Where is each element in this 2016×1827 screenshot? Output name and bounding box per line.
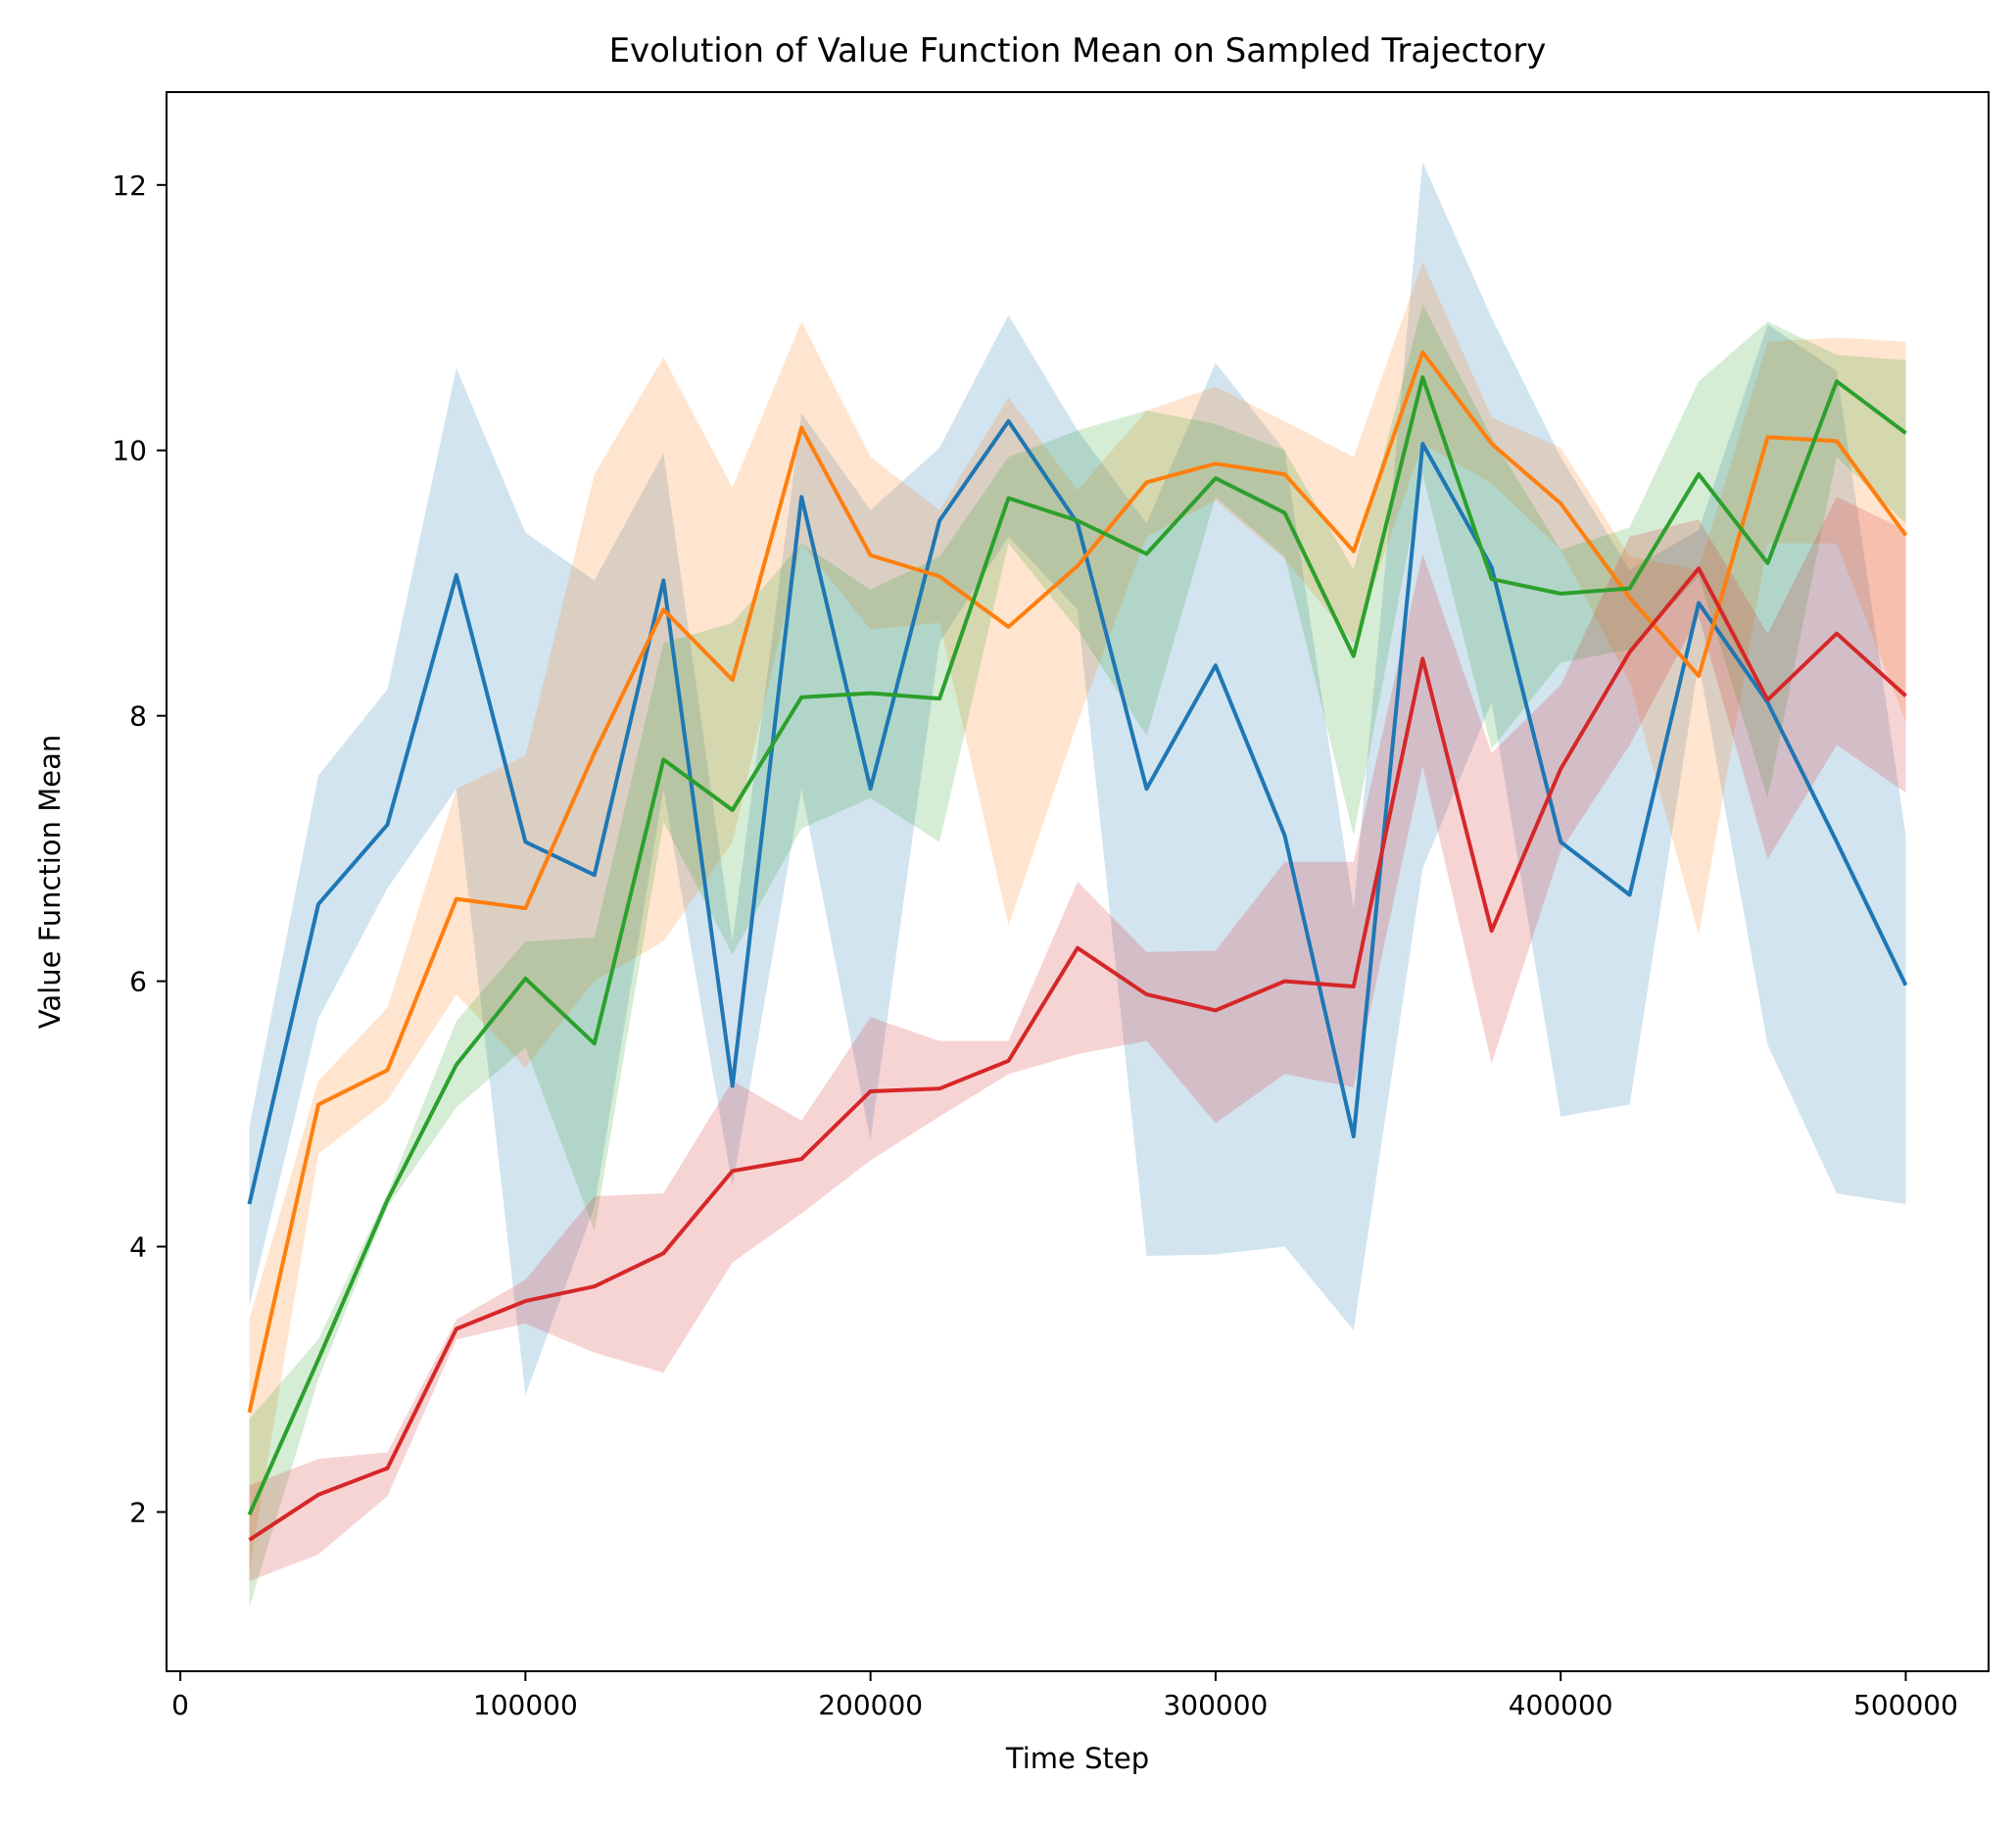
y-tick-label: 4	[129, 1231, 147, 1264]
series-1-line	[247, 418, 1908, 1205]
y-tick-label: 8	[129, 700, 147, 733]
series-1-band	[249, 162, 1906, 1396]
chart-title: Evolution of Value Function Mean on Samp…	[609, 31, 1547, 71]
series-lines	[247, 350, 1908, 1542]
series-2-line	[247, 350, 1908, 1414]
y-tick-label: 6	[129, 966, 147, 998]
x-tick-label: 0	[171, 1689, 189, 1721]
x-tick-label: 300000	[1163, 1689, 1268, 1721]
y-tick-label: 12	[112, 169, 147, 202]
x-tick-label: 100000	[473, 1689, 578, 1721]
series-4-line	[248, 566, 1907, 1542]
x-tick-label: 500000	[1853, 1689, 1958, 1721]
x-axis-label: Time Step	[1005, 1742, 1149, 1775]
x-tick-label: 400000	[1509, 1689, 1613, 1721]
y-tick-label: 10	[112, 435, 147, 467]
series-3-line	[247, 375, 1907, 1516]
y-axis-label: Value Function Mean	[33, 735, 67, 1029]
x-axis-ticks: 0 100000 200000 300000 400000 500000	[171, 1671, 1958, 1721]
y-tick-label: 2	[129, 1496, 147, 1528]
series-4-band	[249, 497, 1906, 1581]
series-3-band	[249, 304, 1906, 1609]
y-axis-ticks: 2 4 6 8 10 12	[112, 169, 167, 1528]
plot-frame	[166, 91, 1990, 1672]
x-tick-label: 200000	[818, 1689, 923, 1721]
